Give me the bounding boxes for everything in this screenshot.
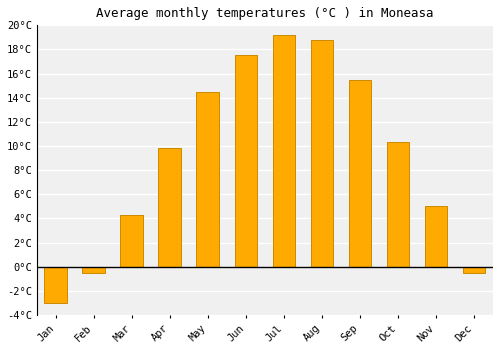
- Bar: [386, 142, 409, 267]
- Bar: [272, 35, 295, 267]
- Bar: [82, 267, 105, 273]
- Title: Average monthly temperatures (°C ) in Moneasa: Average monthly temperatures (°C ) in Mo…: [96, 7, 434, 20]
- Bar: [310, 40, 334, 267]
- Bar: [462, 267, 485, 273]
- Bar: [424, 206, 448, 267]
- Bar: [348, 79, 372, 267]
- Bar: [196, 92, 220, 267]
- Bar: [120, 215, 144, 267]
- Bar: [234, 55, 258, 267]
- Bar: [44, 267, 67, 303]
- Bar: [158, 148, 182, 267]
